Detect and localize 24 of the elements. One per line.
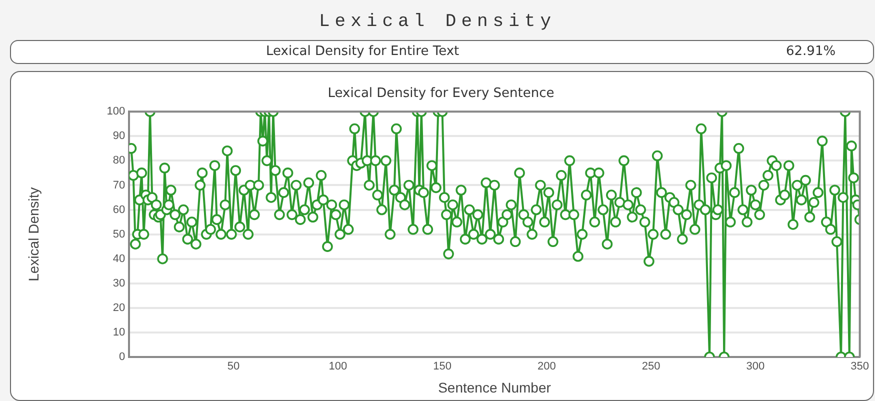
text: Lexical Density for Entire Text [266,44,460,59]
y-tick-label: 60 [112,204,126,216]
y-axis-title: Lexical Density [25,187,42,282]
y-tick-label: 30 [112,277,126,290]
y-tick-label: 80 [112,154,126,167]
y-tick-label: 20 [112,302,126,314]
x-tick-label: 250 [642,360,660,373]
chart-title: Lexical Density [318,12,558,32]
x-tick-label: 150 [433,360,452,373]
x-tick-label: 200 [538,360,556,373]
y-tick-label: 50 [112,228,126,240]
x-tick-label: 50 [227,360,240,373]
y-tick-label: 0 [119,351,126,364]
x-tick-label: 300 [746,360,765,373]
y-tick-label: 40 [112,252,126,265]
x-axis-title: Sentence Number [438,379,552,396]
y-tick-label: 70 [112,179,126,192]
x-tick-label: 100 [328,360,348,373]
y-tick-label: 100 [106,106,126,118]
y-tick-label: 90 [112,130,126,142]
x-tick-label: 350 [850,360,870,373]
chart-subtitle: Lexical Density for Every Sentence [328,86,554,102]
y-tick-label: 10 [112,326,126,338]
text: 62.91% [786,44,836,59]
